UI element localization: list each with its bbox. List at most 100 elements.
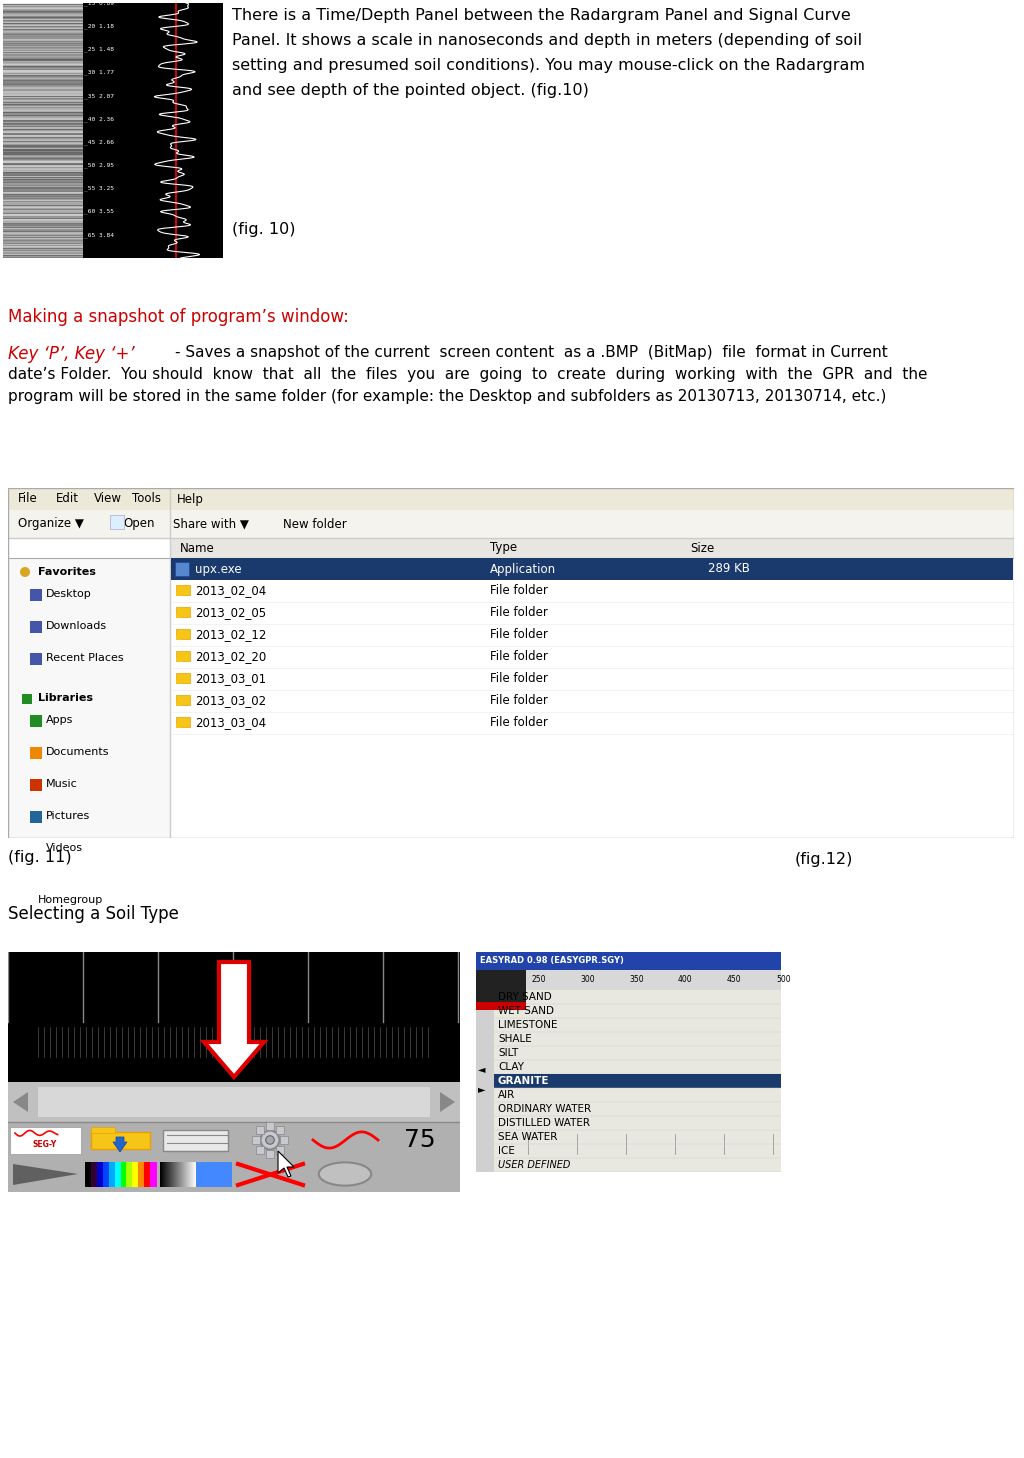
Text: AIR: AIR [498, 1091, 515, 1099]
Text: Help: Help [177, 493, 204, 506]
Bar [281, 1136, 289, 1145]
Bar [171, 1162, 172, 1187]
Text: CLAY: CLAY [498, 1061, 524, 1072]
Text: There is a Time/Depth Panel between the Radargram Panel and Signal Curve: There is a Time/Depth Panel between the … [232, 7, 851, 23]
Bar [214, 1162, 215, 1187]
Bar [256, 1146, 264, 1155]
Text: 350: 350 [629, 975, 644, 984]
Bar [97, 1162, 103, 1187]
Bar [176, 614, 182, 618]
Text: date’s Folder.  You should  know  that  all  the  files  you  are  going  to  cr: date’s Folder. You should know that all … [8, 367, 928, 382]
Bar [109, 1162, 115, 1187]
Text: 75: 75 [404, 1128, 436, 1152]
Bar [115, 1162, 121, 1187]
Text: (fig. 10): (fig. 10) [232, 222, 296, 238]
Bar [180, 1162, 181, 1187]
Text: program will be stored in the same folder (for example: the Desktop and subfolde: program will be stored in the same folde… [8, 389, 887, 404]
Text: USER DEFINED: USER DEFINED [498, 1161, 570, 1169]
Text: Documents: Documents [46, 746, 110, 757]
Polygon shape [440, 1092, 455, 1112]
Bar [168, 1162, 170, 1187]
Bar [8, 952, 460, 1082]
Bar [166, 1162, 168, 1187]
Text: Selecting a Soil Type: Selecting a Soil Type [8, 905, 179, 923]
Text: 450: 450 [727, 975, 741, 984]
Text: SHALE: SHALE [498, 1034, 531, 1044]
Bar [163, 1130, 228, 1150]
Text: File folder: File folder [490, 650, 548, 663]
Polygon shape [13, 1163, 78, 1185]
Bar [204, 1162, 206, 1187]
Text: _20 1.18: _20 1.18 [84, 23, 114, 29]
Bar [494, 1075, 781, 1088]
Bar [228, 1162, 229, 1187]
Text: Key ‘P’, Key ‘+’: Key ‘P’, Key ‘+’ [8, 346, 134, 363]
Text: View: View [94, 493, 122, 506]
Bar [177, 1162, 178, 1187]
Text: - Saves a snapshot of the current  screen content  as a .BMP  (BitMap)  file  fo: - Saves a snapshot of the current screen… [175, 346, 888, 360]
Bar [190, 1162, 191, 1187]
Circle shape [260, 1130, 280, 1149]
Bar [38, 1088, 430, 1117]
Bar [476, 952, 781, 970]
Text: Share with ▼: Share with ▼ [173, 518, 249, 531]
Bar [252, 1136, 259, 1145]
Bar [161, 1162, 163, 1187]
Text: SEA WATER: SEA WATER [498, 1131, 557, 1142]
Text: Edit: Edit [56, 493, 79, 506]
Text: Organize ▼: Organize ▼ [18, 518, 84, 531]
Bar [213, 1162, 214, 1187]
Bar [173, 1162, 174, 1187]
Bar [126, 1162, 133, 1187]
Text: SEG-Y: SEG-Y [33, 1140, 57, 1149]
Text: 289 KB: 289 KB [709, 563, 750, 576]
Text: EASYRAD 0.98 (EASYGPR.SGY): EASYRAD 0.98 (EASYGPR.SGY) [480, 956, 624, 965]
Bar [198, 1162, 200, 1187]
Bar [8, 1123, 460, 1193]
Bar [171, 668, 1013, 690]
Text: (fig.12): (fig.12) [795, 851, 853, 868]
Bar [85, 1162, 91, 1187]
Bar [118, 3, 223, 258]
Bar [205, 1162, 207, 1187]
Text: File folder: File folder [490, 694, 548, 707]
Text: File folder: File folder [490, 607, 548, 620]
Text: SILT: SILT [498, 1048, 518, 1059]
Bar [102, 1162, 110, 1187]
Text: File folder: File folder [490, 585, 548, 598]
Bar [176, 628, 190, 639]
Bar [187, 1162, 188, 1187]
Circle shape [266, 1136, 274, 1145]
Text: Application: Application [490, 563, 556, 576]
Bar [176, 674, 190, 682]
Bar [208, 1162, 210, 1187]
Bar [8, 1082, 460, 1123]
Bar [171, 712, 1013, 733]
Bar [83, 3, 118, 258]
Bar [184, 1162, 185, 1187]
Text: Size: Size [690, 541, 715, 554]
Bar [199, 1162, 201, 1187]
Bar [30, 621, 42, 633]
Bar [144, 1162, 151, 1187]
Bar [22, 694, 32, 704]
Text: Libraries: Libraries [38, 693, 93, 703]
Bar [176, 592, 182, 596]
Bar [165, 1162, 167, 1187]
Bar [200, 1162, 202, 1187]
Bar [160, 1162, 162, 1187]
Bar [476, 1002, 526, 1010]
Text: upx.exe: upx.exe [195, 563, 242, 576]
Text: 2013_03_01: 2013_03_01 [195, 672, 266, 685]
Bar [30, 779, 42, 792]
Bar [171, 580, 1013, 602]
Bar [171, 646, 1013, 668]
Bar [186, 1162, 187, 1187]
Bar [176, 585, 190, 595]
Polygon shape [278, 1150, 294, 1177]
Bar [176, 607, 190, 617]
Bar [220, 1162, 221, 1187]
Bar [227, 1162, 228, 1187]
Bar [224, 1162, 225, 1187]
Circle shape [20, 567, 30, 577]
